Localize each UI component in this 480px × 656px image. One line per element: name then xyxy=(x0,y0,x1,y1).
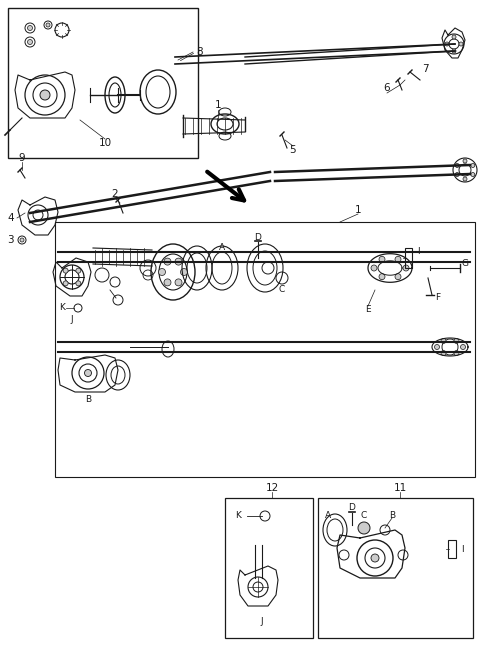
Circle shape xyxy=(455,163,459,167)
Text: D: D xyxy=(254,232,262,241)
Circle shape xyxy=(76,268,81,273)
Circle shape xyxy=(441,338,446,344)
Circle shape xyxy=(454,338,459,344)
Circle shape xyxy=(471,173,475,176)
Circle shape xyxy=(455,173,459,176)
Circle shape xyxy=(463,177,467,181)
Circle shape xyxy=(27,39,33,45)
Bar xyxy=(55,222,475,477)
Text: 6: 6 xyxy=(384,83,390,93)
Circle shape xyxy=(158,268,166,276)
Text: D: D xyxy=(348,502,355,512)
Circle shape xyxy=(358,522,370,534)
Circle shape xyxy=(395,274,401,279)
Circle shape xyxy=(175,258,182,265)
Circle shape xyxy=(441,350,446,356)
Circle shape xyxy=(452,35,456,39)
Circle shape xyxy=(452,49,456,53)
Circle shape xyxy=(46,23,50,27)
Text: 12: 12 xyxy=(265,483,278,493)
Circle shape xyxy=(471,163,475,167)
Text: C: C xyxy=(279,285,285,295)
Circle shape xyxy=(379,274,385,279)
Circle shape xyxy=(454,350,459,356)
Text: 7: 7 xyxy=(422,64,428,74)
Bar xyxy=(405,248,412,268)
Text: A: A xyxy=(325,510,331,520)
Circle shape xyxy=(403,265,409,271)
Circle shape xyxy=(20,238,24,242)
Circle shape xyxy=(164,258,171,265)
Text: K: K xyxy=(235,512,241,520)
Text: 1: 1 xyxy=(215,100,221,110)
Text: J: J xyxy=(261,617,264,626)
Text: 2: 2 xyxy=(112,189,118,199)
Circle shape xyxy=(84,369,92,377)
Text: C: C xyxy=(361,510,367,520)
Text: I: I xyxy=(417,247,420,256)
Circle shape xyxy=(395,256,401,262)
Circle shape xyxy=(371,554,379,562)
Text: B: B xyxy=(85,396,91,405)
Circle shape xyxy=(63,268,68,273)
Text: K: K xyxy=(59,304,65,312)
Text: 11: 11 xyxy=(394,483,407,493)
Circle shape xyxy=(434,344,440,350)
Text: 8: 8 xyxy=(197,47,204,57)
Text: 3: 3 xyxy=(7,235,14,245)
Bar xyxy=(448,540,456,558)
Circle shape xyxy=(459,42,463,46)
Circle shape xyxy=(379,256,385,262)
Bar xyxy=(225,498,313,638)
Bar xyxy=(318,498,473,638)
Circle shape xyxy=(27,26,33,30)
Circle shape xyxy=(460,344,466,350)
Bar xyxy=(8,8,198,158)
Circle shape xyxy=(445,42,449,46)
Circle shape xyxy=(371,265,377,271)
Circle shape xyxy=(40,90,50,100)
Circle shape xyxy=(63,281,68,286)
Circle shape xyxy=(180,268,188,276)
Circle shape xyxy=(76,281,81,286)
Circle shape xyxy=(164,279,171,286)
Text: I: I xyxy=(461,546,463,554)
Text: E: E xyxy=(365,306,371,314)
Text: B: B xyxy=(389,510,395,520)
Text: F: F xyxy=(435,293,441,302)
Text: 1: 1 xyxy=(355,205,361,215)
Text: J: J xyxy=(71,316,73,325)
Text: 10: 10 xyxy=(98,138,111,148)
Text: A: A xyxy=(219,243,225,253)
Text: 9: 9 xyxy=(19,153,25,163)
Text: 4: 4 xyxy=(7,213,14,223)
Circle shape xyxy=(463,159,467,163)
Circle shape xyxy=(175,279,182,286)
Text: 5: 5 xyxy=(290,145,296,155)
Text: G: G xyxy=(461,260,468,268)
